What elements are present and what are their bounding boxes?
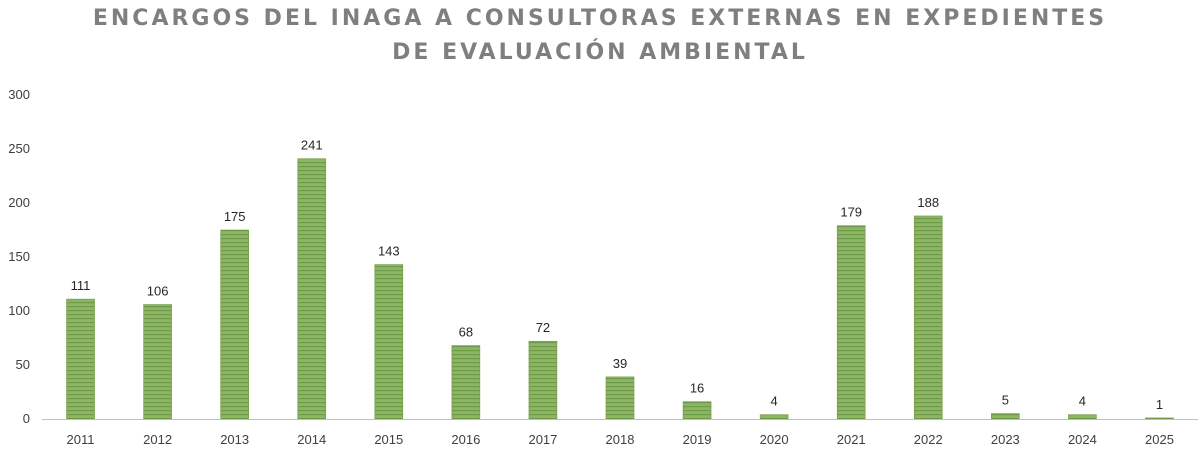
x-tick-label-2022: 2022 [914,432,943,447]
data-label-2021: 179 [840,205,862,220]
bar-2015 [374,264,404,420]
x-tick-label-2012: 2012 [143,432,172,447]
data-label-2020: 4 [771,394,778,409]
data-label-2022: 188 [917,195,939,210]
data-label-2015: 143 [378,244,400,259]
data-label-2018: 39 [613,356,627,371]
data-label-2023: 5 [1002,393,1009,408]
x-tick-label-2021: 2021 [837,432,866,447]
x-tick-label-2024: 2024 [1068,432,1097,447]
y-tick-label: 100 [8,303,30,318]
x-tick-label-2015: 2015 [374,432,403,447]
bar-2022 [913,215,943,420]
chart-title-line-1: ENCARGOS DEL INAGA A CONSULTORAS EXTERNA… [92,6,1108,31]
chart-title-line-2: DE EVALUACIÓN AMBIENTAL [392,40,808,65]
data-label-2025: 1 [1156,397,1163,412]
bar-2018 [605,376,635,420]
x-tick-label-2023: 2023 [991,432,1020,447]
data-label-2019: 16 [690,381,704,396]
bar-2017 [528,340,558,420]
bar-2020 [759,414,789,420]
data-label-2012: 106 [147,284,169,299]
x-tick-label-2017: 2017 [528,432,557,447]
bar-2025 [1145,417,1174,420]
y-tick-label: 300 [8,87,30,102]
y-axis: 0 50 100 150 200 250 300 [8,87,30,426]
data-label-2013: 175 [224,209,246,224]
x-tick-label-2019: 2019 [683,432,712,447]
data-label-2011: 111 [71,278,91,293]
bar-2014 [297,158,327,420]
bar-2023 [991,413,1020,420]
x-tick-label-2013: 2013 [220,432,249,447]
data-label-2016: 68 [459,325,473,340]
bar-2016 [451,345,481,420]
x-axis: 2011 2012 2013 2014 2015 2016 2017 2018 2019 2020… [42,419,1198,447]
bar-2019 [682,401,712,420]
x-tick-label-2011: 2011 [67,432,95,447]
bar-2021 [836,225,866,420]
y-tick-label: 50 [16,357,30,372]
data-labels: 111 106 175 241 143 68 72 39 16 4 179 188 5 4 1 [71,138,1163,412]
x-tick-label-2020: 2020 [760,432,789,447]
x-tick-label-2014: 2014 [297,432,326,447]
bars [66,158,1174,420]
x-tick-label-2018: 2018 [606,432,635,447]
x-tick-label-2016: 2016 [451,432,480,447]
y-tick-label: 250 [8,141,30,156]
y-tick-label: 200 [8,195,30,210]
data-label-2014: 241 [301,138,323,153]
bar-2012 [143,304,172,420]
bar-2011 [66,298,95,420]
y-tick-label: 150 [8,249,30,264]
bar-2013 [220,229,249,420]
bar-2024 [1068,414,1097,420]
y-tick-label: 0 [23,411,30,426]
x-tick-label-2025: 2025 [1145,432,1174,447]
data-label-2024: 4 [1079,394,1086,409]
data-label-2017: 72 [536,320,550,335]
